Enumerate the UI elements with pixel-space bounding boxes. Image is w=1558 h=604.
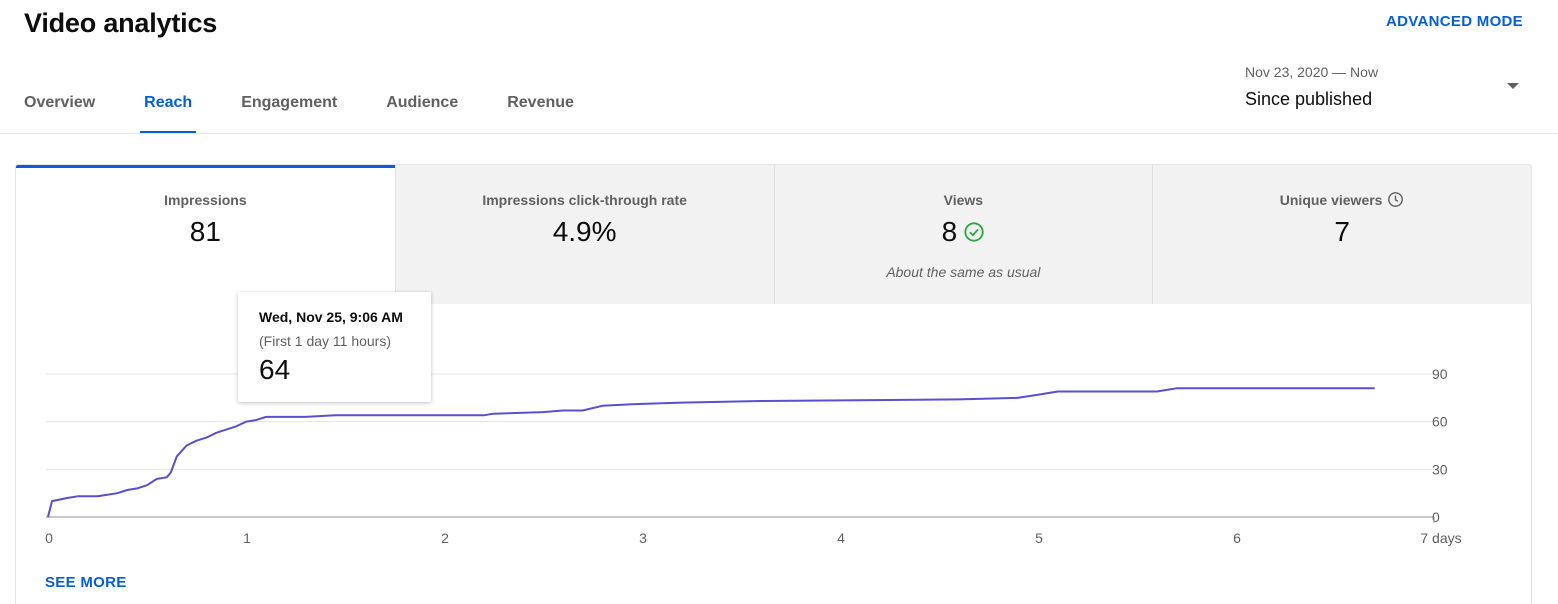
x-tick-label: 6 [1233, 530, 1241, 546]
check-circle-icon [964, 221, 984, 242]
x-tick-label: 4 [837, 530, 845, 546]
metric-value: 7 [1334, 216, 1350, 247]
date-range-selector[interactable]: Nov 23, 2020 — Now Since published [1245, 64, 1527, 110]
date-range-dates: Nov 23, 2020 — Now [1245, 64, 1379, 80]
metric-value: 8 [941, 216, 958, 247]
clock-icon [1388, 192, 1404, 208]
metric-note: About the same as usual [886, 264, 1041, 280]
metric-value: 4.9% [552, 216, 617, 247]
metric-tabs: Impressions 81 Impressions click-through… [16, 165, 1531, 304]
tab-bar: Overview Reach Engagement Audience Reven… [0, 82, 599, 134]
tab-audience[interactable]: Audience [386, 94, 459, 111]
x-tick-label: 1 [243, 530, 251, 546]
x-tick-label: 5 [1035, 530, 1043, 546]
tab-revenue[interactable]: Revenue [507, 94, 574, 111]
tab-reach[interactable]: Reach [120, 82, 217, 134]
x-tick-label: 3 [639, 530, 647, 546]
y-tick-label: 30 [1432, 461, 1448, 477]
tooltip-value: 64 [259, 354, 291, 385]
see-more-button[interactable]: SEE MORE [45, 574, 127, 591]
tab-engagement[interactable]: Engagement [241, 94, 338, 111]
tooltip-subtitle: (First 1 day 11 hours) [259, 333, 392, 349]
x-tick-label: 7 days [1420, 530, 1461, 546]
x-tick-label: 0 [45, 530, 53, 546]
page-title: Video analytics [24, 8, 218, 38]
y-tick-label: 60 [1432, 414, 1448, 430]
header-divider [0, 133, 1558, 134]
metric-value-row: 8 [775, 216, 1153, 248]
chart-tooltip: Wed, Nov 25, 9:06 AM (First 1 day 11 hou… [238, 292, 431, 402]
metric-label-row: Unique viewers [1153, 192, 1531, 208]
metric-label: Views [943, 192, 984, 208]
metric-ctr[interactable]: Impressions click-through rate 4.9% [394, 165, 774, 304]
y-tick-label: 90 [1432, 366, 1448, 382]
metric-value: 81 [189, 216, 221, 247]
metric-label: Unique viewers [1279, 192, 1383, 208]
metric-views[interactable]: Views 8 About the same as usual [773, 165, 1153, 304]
tab-overview[interactable]: Overview [24, 94, 96, 111]
date-range-label: Since published [1245, 89, 1373, 109]
reach-card: Impressions 81 Impressions click-through… [15, 164, 1532, 604]
y-tick-label: 0 [1432, 509, 1440, 525]
metric-label: Impressions click-through rate [482, 192, 687, 208]
advanced-mode-button[interactable]: ADVANCED MODE [1386, 13, 1523, 30]
metric-label: Impressions [164, 192, 247, 208]
metric-unique-viewers[interactable]: Unique viewers 7 [1152, 165, 1531, 304]
tooltip-date: Wed, Nov 25, 9:06 AM [259, 309, 403, 325]
x-tick-label: 2 [441, 530, 449, 546]
metric-impressions[interactable]: Impressions 81 [16, 165, 395, 304]
impressions-series-line [47, 387, 1375, 518]
dropdown-caret-icon[interactable] [1507, 83, 1519, 89]
